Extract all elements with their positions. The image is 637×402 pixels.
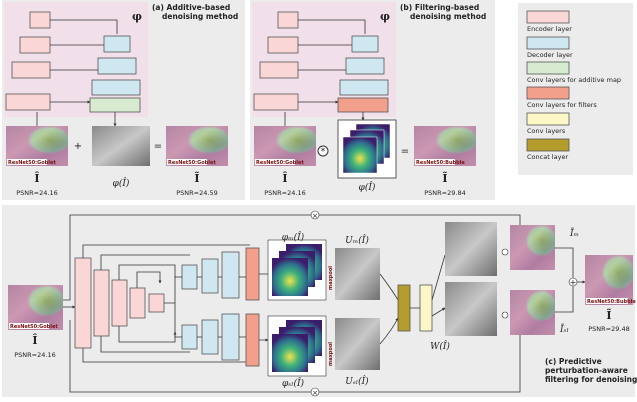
psnr: PSNR=24.59 [176,189,217,197]
math-label: φ(Î) [113,177,130,189]
image-tag: ResNet50:Bubble [587,299,636,305]
symbol: Ĩ [194,171,199,185]
title: (a) Additive-based [152,3,230,12]
psnr: PSNR=24.16 [264,189,305,197]
operator: = [401,146,409,157]
svg-text:×: × [312,212,318,220]
math-label: Uₘ(Î) [345,234,369,246]
image-tag: ResNet50:Bubble [416,160,465,166]
psnr: PSNR=24.16 [14,351,55,359]
math-label: Ĩₘ [569,227,579,239]
symbol: φ [132,10,142,23]
legend-label: Encoder layer [527,25,572,33]
image-tag: ResNet50:Goblet [256,160,304,166]
title: (b) Filtering-based [400,3,479,12]
legend-label: Conv layers for additive map [527,76,621,84]
math-label: φ(Î) [359,181,376,193]
title: denoising method [410,12,486,21]
symbol: Ĩ [606,308,611,322]
symbol: Î [282,171,287,185]
svg-text:×: × [312,389,318,397]
image-tag: ResNet50:Goblet [168,160,216,166]
symbol: Î [34,171,39,185]
op-label: maxpool [328,342,334,366]
math-label: φₛₗ(Î) [282,377,305,389]
legend-label: Conv layers for filters [527,101,597,109]
math-label: φₘ(Î) [282,231,305,243]
title: (c) Predictive [545,357,602,366]
psnr: PSNR=29.84 [424,189,465,197]
math-label: Uₛₗ(Î) [345,375,369,387]
math-label: Ĩₛₗ [559,323,569,335]
figure: φ (a) Additive-based denoising method Re… [0,0,637,398]
math-label: W(Î) [430,340,450,352]
symbol: φ [380,10,390,23]
psnr: PSNR=29.48 [588,325,629,333]
psnr: PSNR=24.16 [16,189,57,197]
symbol: Î [32,333,37,347]
symbol: Ĩ [442,171,447,185]
op-label: maxpool [328,266,334,290]
legend-label: Concat layer [527,153,568,161]
image-tag: ResNet50:Goblet [10,324,58,330]
operator: = [154,141,162,152]
image-tag: ResNet50:Goblet [8,160,56,166]
title: perturbation-aware [545,366,628,375]
operator: + [74,141,82,152]
title: denoising method [162,12,238,21]
legend-label: Conv layers [527,127,566,135]
svg-text:+: + [570,278,577,287]
title: filtering for denoising [545,375,637,384]
legend-label: Decoder layer [527,51,573,59]
svg-text:*: * [321,147,326,157]
